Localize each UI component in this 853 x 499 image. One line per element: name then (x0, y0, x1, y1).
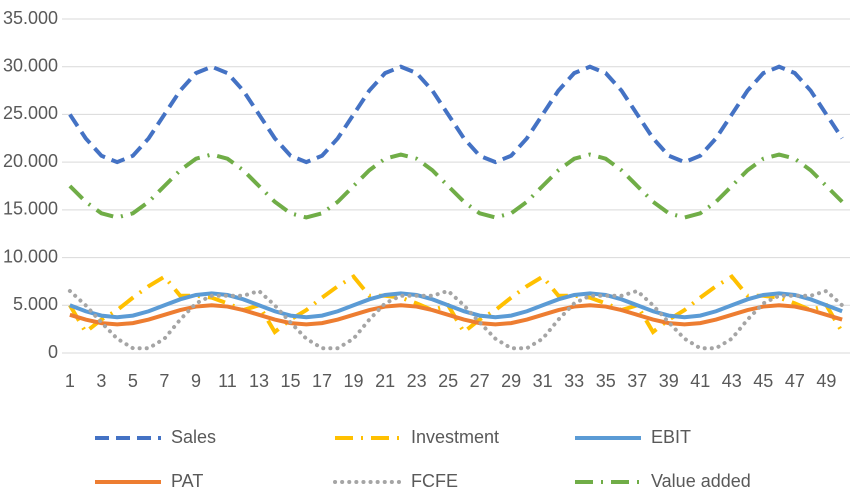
y-tick-label: 20.000 (3, 151, 58, 171)
x-tick-label: 11 (218, 371, 237, 391)
x-tick-label: 5 (128, 371, 138, 391)
series-line (69, 303, 843, 327)
x-tick-label: 3 (96, 371, 106, 391)
legend-label: Value added (651, 471, 751, 491)
x-tick-label: 17 (312, 371, 332, 391)
y-tick-label: 25.000 (3, 103, 58, 123)
series-line (68, 152, 844, 220)
series-line (67, 288, 845, 351)
x-tick-label: 15 (281, 371, 301, 391)
x-tick-label: 31 (533, 371, 553, 391)
y-tick-label: 10.000 (3, 246, 58, 266)
x-tick-label: 49 (816, 371, 836, 391)
x-tick-label: 1 (65, 371, 75, 391)
y-tick-label: 35.000 (3, 8, 58, 28)
legend-label: Investment (411, 427, 499, 447)
x-tick-label: 35 (596, 371, 616, 391)
x-tick-label: 25 (438, 371, 458, 391)
x-tick-label: 33 (564, 371, 584, 391)
series-line (69, 291, 843, 320)
legend-label: FCFE (411, 471, 458, 491)
legend-label: PAT (171, 471, 203, 491)
y-tick-label: 30.000 (3, 55, 58, 75)
legend-label: Sales (171, 427, 216, 447)
x-tick-label: 39 (659, 371, 679, 391)
x-tick-label: 23 (407, 371, 427, 391)
x-tick-label: 27 (470, 371, 490, 391)
y-tick-label: 0 (48, 342, 58, 362)
legend-label: EBIT (651, 427, 691, 447)
x-tick-label: 45 (753, 371, 773, 391)
x-tick-label: 7 (159, 371, 169, 391)
series-line (68, 274, 844, 335)
y-tick-label: 15.000 (3, 199, 58, 219)
y-tick-label: 5.000 (13, 294, 58, 314)
x-tick-label: 37 (627, 371, 647, 391)
series-line (68, 64, 844, 165)
x-tick-label: 41 (690, 371, 710, 391)
x-tick-label: 47 (785, 371, 805, 391)
x-tick-label: 9 (191, 371, 201, 391)
x-tick-label: 19 (344, 371, 364, 391)
x-tick-label: 13 (249, 371, 269, 391)
x-tick-label: 21 (375, 371, 395, 391)
x-tick-label: 43 (722, 371, 742, 391)
x-tick-label: 29 (501, 371, 521, 391)
